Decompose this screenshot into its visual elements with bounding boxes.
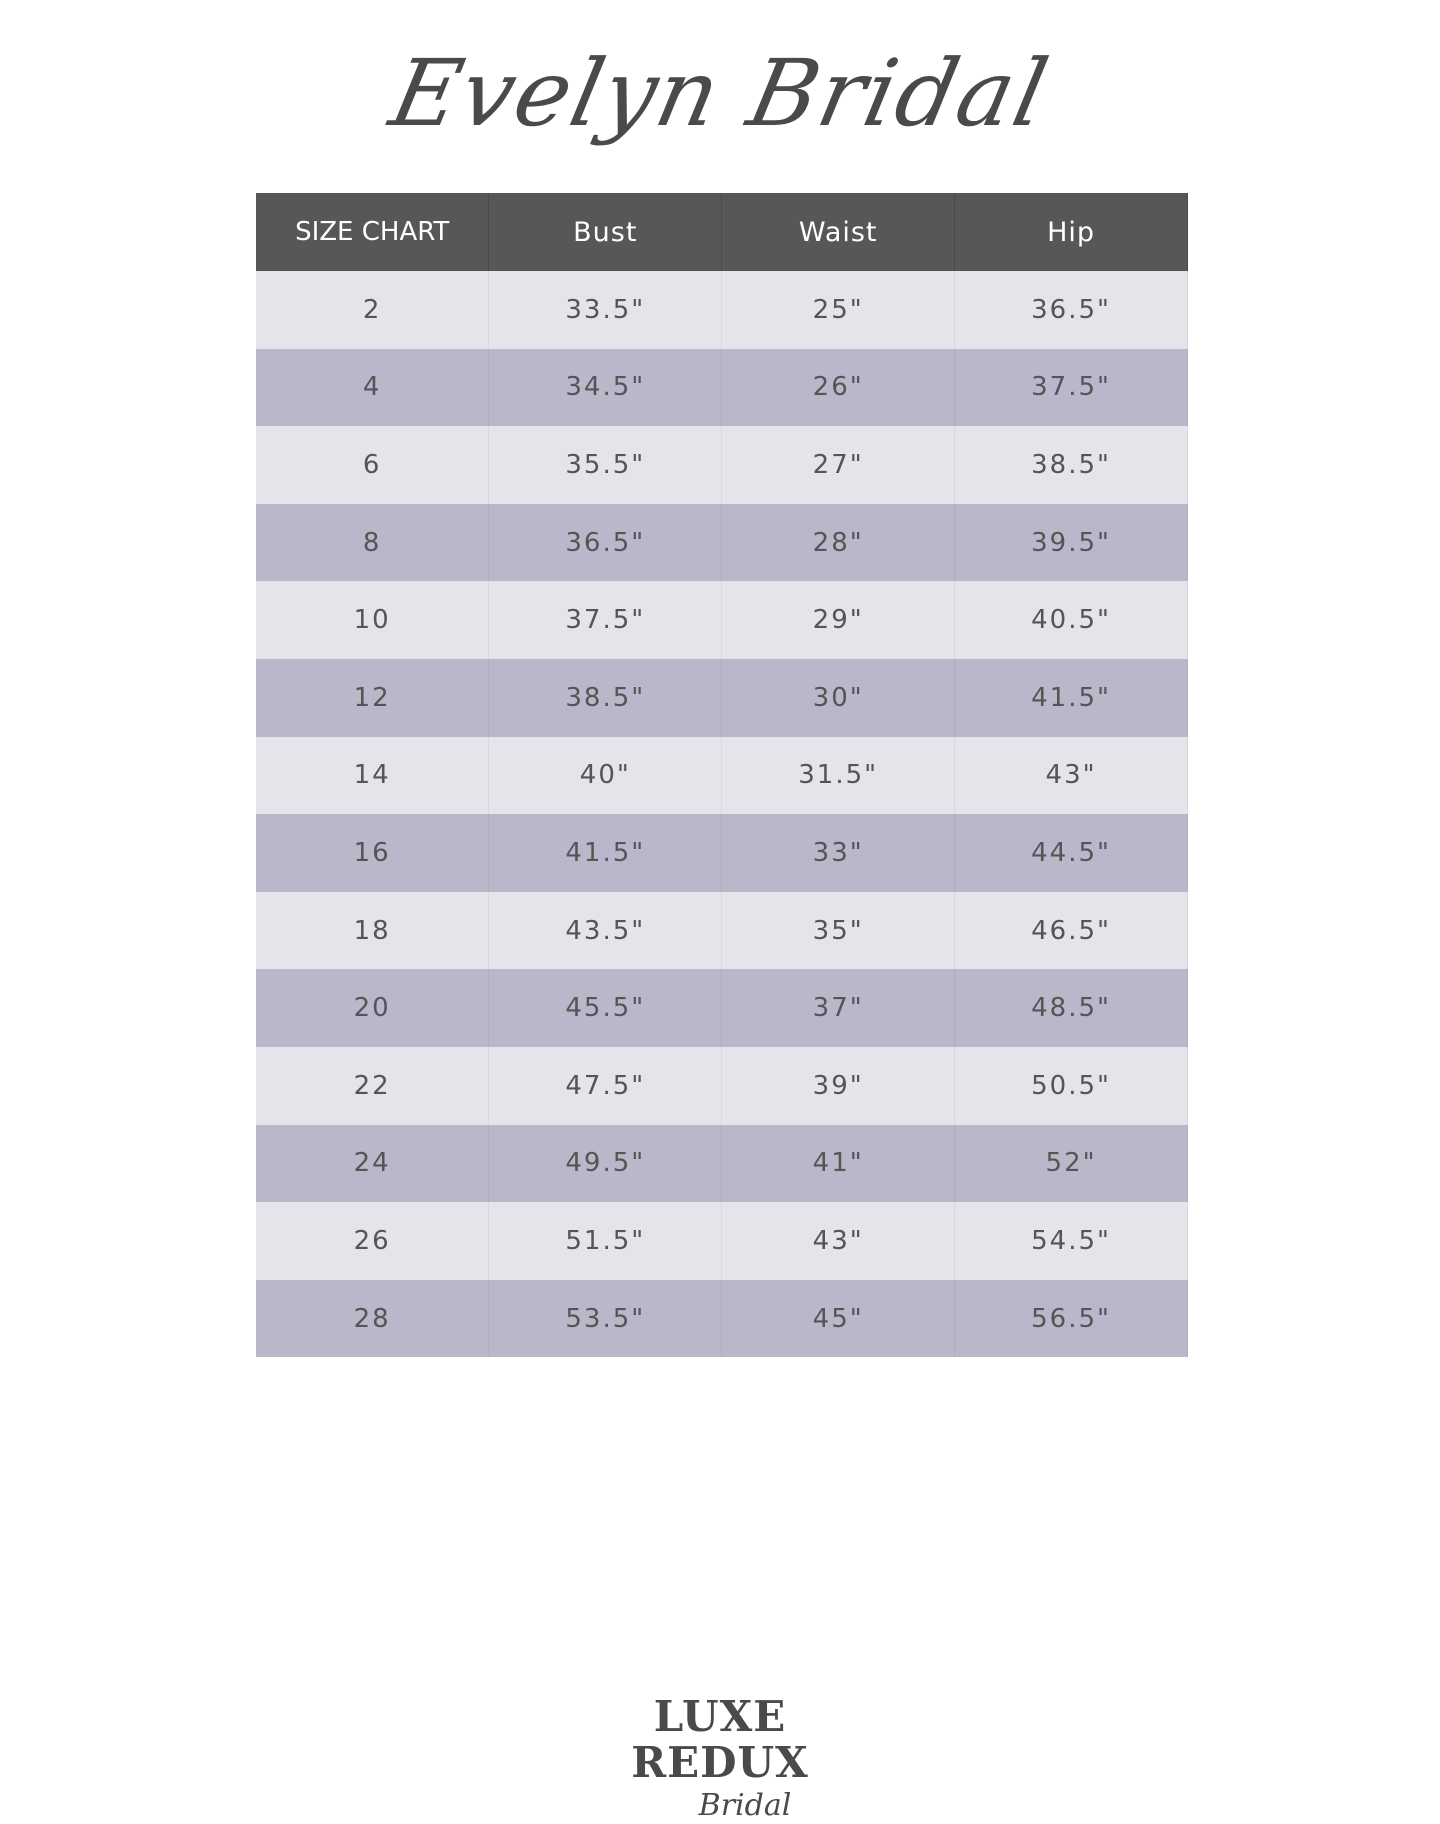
table-row: 18 43.5" 35" 46.5" (256, 891, 1188, 970)
table-cell: 46.5" (954, 891, 1188, 970)
table-cell: 41" (721, 1124, 956, 1203)
table-cell: 22 (256, 1046, 490, 1125)
table-cell: 48.5" (954, 969, 1188, 1047)
table-cell: 45.5" (488, 969, 723, 1047)
table-header-row: SIZE CHART Bust Waist Hip (256, 193, 1188, 271)
table-cell: 30" (721, 658, 956, 737)
table-cell: 10 (256, 581, 490, 659)
table-cell: 26 (256, 1202, 490, 1280)
luxe-redux-logo: LUXE REDUX Bridal (560, 1694, 880, 1824)
table-cell: 34.5" (488, 348, 723, 427)
table-cell: 40" (488, 736, 723, 815)
table-cell: 25" (721, 271, 956, 349)
table-cell: 56.5" (954, 1279, 1188, 1358)
table-cell: 28" (721, 503, 956, 582)
table-body: 2 33.5" 25" 36.5" 4 34.5" 26" 37.5" 6 35.5" 27" 38.… (256, 271, 1188, 1358)
table-cell: 27" (721, 426, 956, 504)
table-row: 26 51.5" 43" 54.5" (256, 1202, 1188, 1280)
table-cell: 20 (256, 969, 490, 1047)
table-cell: 39.5" (954, 503, 1188, 582)
table-cell: 29" (721, 581, 956, 659)
table-cell: 45" (721, 1279, 956, 1358)
brand-title: Evelyn Bridal (381, 40, 1059, 147)
table-cell: 51.5" (488, 1202, 723, 1280)
table-cell: 12 (256, 658, 490, 737)
table-cell: 38.5" (488, 658, 723, 737)
table-cell: 39" (721, 1046, 956, 1125)
table-cell: 53.5" (488, 1279, 723, 1358)
table-row: 16 41.5" 33" 44.5" (256, 814, 1188, 892)
table-cell: 31.5" (721, 736, 956, 815)
table-cell: 37" (721, 969, 956, 1047)
table-cell: 33.5" (488, 271, 723, 349)
table-row: 28 53.5" 45" 56.5" (256, 1279, 1188, 1358)
table-cell: 37.5" (488, 581, 723, 659)
table-cell: 52" (954, 1124, 1188, 1203)
table-cell: 14 (256, 736, 490, 815)
column-header: Hip (954, 193, 1188, 271)
table-row: 8 36.5" 28" 39.5" (256, 503, 1188, 582)
table-row: 20 45.5" 37" 48.5" (256, 969, 1188, 1047)
column-header: Bust (488, 193, 723, 271)
table-row: 24 49.5" 41" 52" (256, 1124, 1188, 1203)
table-cell: 37.5" (954, 348, 1188, 427)
table-cell: 26" (721, 348, 956, 427)
table-cell: 6 (256, 426, 490, 504)
table-cell: 16 (256, 814, 490, 892)
table-cell: 28 (256, 1279, 490, 1358)
table-cell: 36.5" (954, 271, 1188, 349)
size-chart-table: SIZE CHART Bust Waist Hip 2 33.5" 25" 36.5" 4 34… (256, 193, 1188, 1358)
logo-main-text: LUXE REDUX (631, 1692, 809, 1787)
table-cell: 44.5" (954, 814, 1188, 892)
table-cell: 43.5" (488, 891, 723, 970)
column-header: SIZE CHART (256, 193, 490, 271)
table-row: 10 37.5" 29" 40.5" (256, 581, 1188, 659)
table-cell: 50.5" (954, 1046, 1188, 1125)
table-row: 14 40" 31.5" 43" (256, 736, 1188, 815)
table-cell: 18 (256, 891, 490, 970)
table-cell: 4 (256, 348, 490, 427)
table-cell: 49.5" (488, 1124, 723, 1203)
table-cell: 36.5" (488, 503, 723, 582)
table-cell: 35" (721, 891, 956, 970)
table-row: 2 33.5" 25" 36.5" (256, 271, 1188, 349)
table-cell: 41.5" (488, 814, 723, 892)
table-cell: 40.5" (954, 581, 1188, 659)
table-cell: 38.5" (954, 426, 1188, 504)
table-cell: 24 (256, 1124, 490, 1203)
table-cell: 47.5" (488, 1046, 723, 1125)
table-row: 12 38.5" 30" 41.5" (256, 658, 1188, 737)
table-cell: 2 (256, 271, 490, 349)
table-row: 22 47.5" 39" 50.5" (256, 1046, 1188, 1125)
table-cell: 33" (721, 814, 956, 892)
logo-sub-text: Bridal (698, 1788, 792, 1823)
table-row: 6 35.5" 27" 38.5" (256, 426, 1188, 504)
table-cell: 43" (954, 736, 1188, 815)
column-header: Waist (721, 193, 956, 271)
table-cell: 8 (256, 503, 490, 582)
table-cell: 54.5" (954, 1202, 1188, 1280)
table-cell: 35.5" (488, 426, 723, 504)
table-row: 4 34.5" 26" 37.5" (256, 348, 1188, 427)
table-cell: 43" (721, 1202, 956, 1280)
table-cell: 41.5" (954, 658, 1188, 737)
